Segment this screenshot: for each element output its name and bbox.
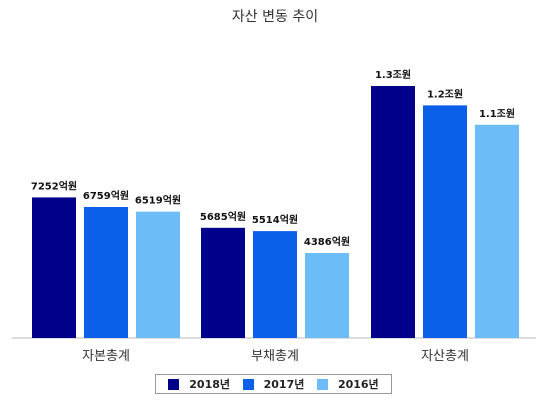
category-label-1: 자본총계 — [82, 349, 130, 364]
category-label-group: 자본총계 부채총계 자산총계 — [82, 349, 469, 364]
legend-swatch-2018 — [168, 378, 180, 390]
bar-value-label-2-3: 1.2조원 — [427, 87, 463, 100]
legend-swatch-2016 — [316, 378, 328, 390]
bar-value-label-3-2: 4386억원 — [304, 235, 350, 248]
legend-item-2016[interactable]: 2016년 — [316, 376, 379, 392]
bar-value-label-2-1: 6759억원 — [83, 189, 129, 202]
legend-item-2017[interactable]: 2017년 — [242, 376, 305, 392]
bar-1-2[interactable] — [201, 227, 245, 338]
bar-3-3[interactable] — [475, 124, 519, 339]
legend-swatch-2017 — [242, 378, 254, 390]
bar-1-3[interactable] — [371, 86, 415, 338]
bar-value-label-1-2: 5685억원 — [200, 210, 246, 223]
bar-value-label-2-2: 5514억원 — [252, 213, 298, 226]
bar-value-label-1-3: 1.3조원 — [375, 68, 411, 81]
legend-label-2018: 2018년 — [189, 378, 231, 391]
legend-label-2017: 2017년 — [263, 378, 305, 391]
bar-value-label-3-1: 6519억원 — [135, 194, 181, 207]
bar-2-1[interactable] — [84, 206, 128, 338]
category-label-2: 부채총계 — [251, 349, 299, 364]
legend-item-2018[interactable]: 2018년 — [168, 376, 230, 392]
legend-label-2016: 2016년 — [337, 378, 379, 391]
bar-series-group — [32, 86, 519, 339]
value-label-group: 7252억원 6759억원 6519억원 5685억원 5514억원 4386억원 1.3조… — [31, 68, 515, 248]
bar-2-2[interactable] — [253, 231, 297, 338]
category-label-3: 자산총계 — [421, 349, 469, 364]
bar-value-label-3-3: 1.1조원 — [479, 107, 515, 120]
bar-1-1[interactable] — [32, 197, 76, 338]
chart-title: 자산 변동 추이 — [231, 9, 319, 25]
bar-3-2[interactable] — [305, 252, 349, 338]
bar-3-1[interactable] — [136, 211, 180, 338]
chart-legend: 2018년 2017년 2016년 — [155, 374, 392, 394]
bar-value-label-1-1: 7252억원 — [31, 179, 77, 192]
bar-2-3[interactable] — [423, 105, 467, 338]
